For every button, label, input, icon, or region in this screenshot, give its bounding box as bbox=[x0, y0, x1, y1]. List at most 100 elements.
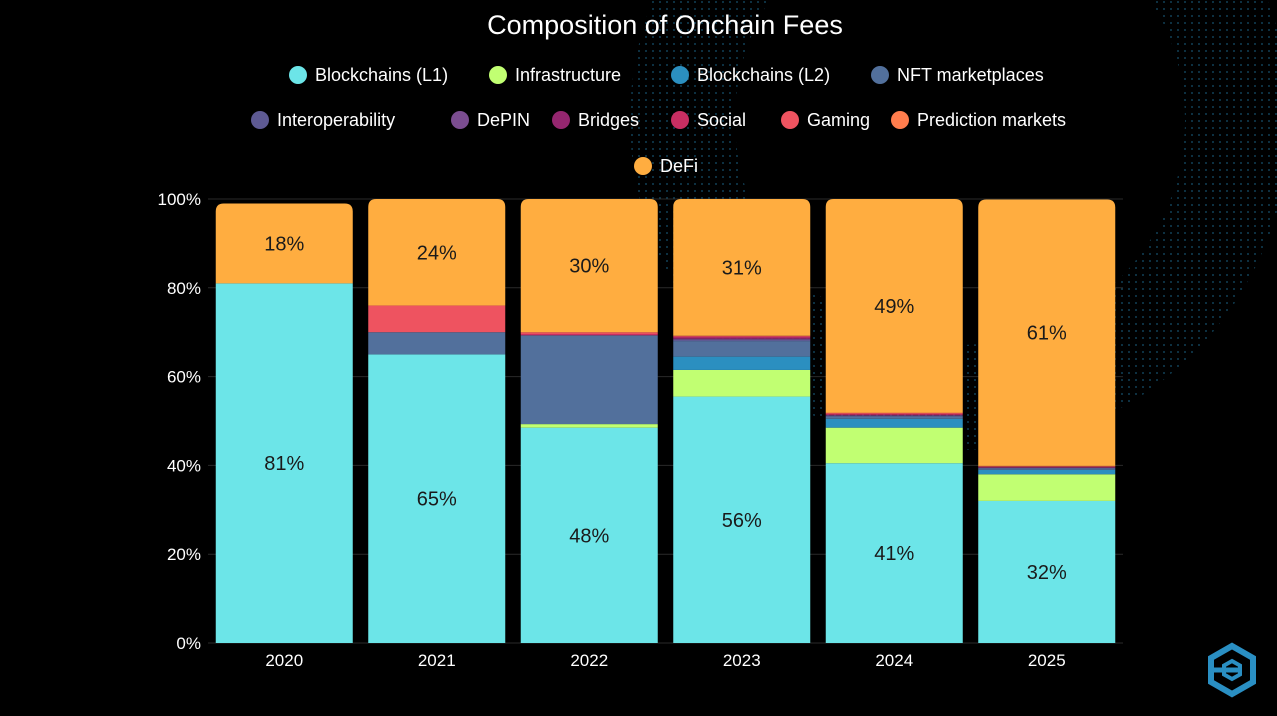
legend-item-gaming: Gaming bbox=[781, 110, 870, 130]
bar-stack-2021: 65% 24% bbox=[368, 199, 506, 643]
bar-segment-infrastructure bbox=[520, 424, 658, 428]
bar-segment-blockchains-l2 bbox=[673, 356, 811, 370]
legend-swatch bbox=[489, 66, 507, 84]
y-tick-label: 0% bbox=[176, 634, 201, 653]
y-tick-label: 40% bbox=[167, 456, 201, 475]
bar-segment-gaming bbox=[368, 305, 506, 333]
gridlines bbox=[208, 198, 1123, 644]
bar-segment-nft-marketplaces bbox=[368, 332, 506, 355]
legend-label: DePIN bbox=[477, 110, 530, 130]
bar-segment-blockchains-l1 bbox=[673, 396, 811, 643]
bar-segment-blockchains-l2 bbox=[978, 469, 1116, 475]
bar-stack-2024: 41% 49% bbox=[825, 199, 963, 643]
data-label: 32% bbox=[1027, 562, 1067, 584]
bar-segment-depin bbox=[673, 338, 811, 340]
legend: Blockchains (L1) Infrastructure Blockchain… bbox=[251, 65, 1066, 176]
legend-label: DeFi bbox=[660, 156, 698, 176]
data-label: 24% bbox=[417, 242, 457, 264]
bar-segment-infrastructure bbox=[825, 427, 963, 464]
bar-segment-blockchains-l1 bbox=[520, 427, 658, 643]
legend-item-blockchains-l1: Blockchains (L1) bbox=[289, 65, 448, 85]
hexagon-logo-icon bbox=[1208, 642, 1256, 698]
legend-item-bridges: Bridges bbox=[552, 110, 639, 130]
y-tick-label: 20% bbox=[167, 545, 201, 564]
bar-segment-blockchains-l1 bbox=[215, 283, 353, 643]
x-tick-label: 2020 bbox=[265, 651, 303, 670]
bar-segment-blockchains-l1 bbox=[368, 354, 506, 643]
legend-item-interoperability: Interoperability bbox=[251, 110, 395, 130]
bar-segment-infrastructure bbox=[978, 474, 1116, 501]
x-tick-label: 2024 bbox=[875, 651, 913, 670]
y-tick-label: 60% bbox=[167, 368, 201, 387]
bar-segment-social bbox=[825, 413, 963, 415]
data-label: 61% bbox=[1027, 323, 1067, 345]
bar-segment-gaming bbox=[520, 332, 658, 334]
x-tick-label: 2025 bbox=[1028, 651, 1066, 670]
bar-stack-2022: 48% 30% bbox=[520, 199, 658, 643]
legend-swatch bbox=[634, 157, 652, 175]
bar-stack-2025: 32% 61% bbox=[978, 199, 1116, 643]
legend-item-depin: DePIN bbox=[451, 110, 530, 130]
x-tick-label: 2021 bbox=[418, 651, 456, 670]
bar-segment-defi bbox=[978, 199, 1116, 466]
bar-segment-infrastructure bbox=[673, 369, 811, 397]
data-label: 48% bbox=[569, 525, 609, 547]
bar-segment-blockchains-l2 bbox=[825, 418, 963, 428]
bar-segment-gaming bbox=[825, 413, 963, 414]
bar-segment-defi bbox=[215, 203, 353, 284]
legend-label: Interoperability bbox=[277, 110, 395, 130]
data-label: 41% bbox=[874, 543, 914, 565]
legend-swatch bbox=[871, 66, 889, 84]
legend-label: Blockchains (L2) bbox=[697, 65, 830, 85]
legend-swatch bbox=[891, 111, 909, 129]
bar-segment-nft-marketplaces bbox=[978, 468, 1116, 470]
legend-label: NFT marketplaces bbox=[897, 65, 1044, 85]
y-axis: 0% 20% 40% 60% 80% 100% bbox=[158, 190, 201, 653]
bar-segment-defi bbox=[673, 199, 811, 336]
legend-label: Social bbox=[697, 110, 746, 130]
chart-title: Composition of Onchain Fees bbox=[487, 10, 843, 40]
bar-segment-blockchains-l1 bbox=[978, 500, 1116, 643]
data-label: 81% bbox=[264, 453, 304, 475]
x-axis: 2020 2021 2022 2023 2024 2025 bbox=[265, 651, 1065, 670]
legend-item-infrastructure: Infrastructure bbox=[489, 65, 621, 85]
bar-stack-2023: 56% 31% bbox=[673, 199, 811, 643]
bar-segment-nft-marketplaces bbox=[825, 416, 963, 419]
bar-segment-gaming bbox=[673, 335, 811, 337]
y-tick-label: 80% bbox=[167, 279, 201, 298]
bar-stack-2020: 81% 18% bbox=[215, 203, 353, 643]
data-label: 49% bbox=[874, 296, 914, 318]
legend-item-social: Social bbox=[671, 110, 746, 130]
data-label: 18% bbox=[264, 233, 304, 255]
legend-label: Gaming bbox=[807, 110, 870, 130]
data-label: 56% bbox=[722, 510, 762, 532]
legend-swatch bbox=[251, 111, 269, 129]
data-label: 31% bbox=[722, 257, 762, 279]
bar-segment-interoperability bbox=[673, 339, 811, 342]
legend-swatch bbox=[781, 111, 799, 129]
legend-item-prediction-markets: Prediction markets bbox=[891, 110, 1066, 130]
legend-label: Blockchains (L1) bbox=[315, 65, 448, 85]
legend-swatch bbox=[289, 66, 307, 84]
bar-segment-social bbox=[673, 336, 811, 338]
bars: 81% 18% 65% 24% 48% 30% 56% 31% 41% 49% 32% 61% bbox=[215, 199, 1116, 643]
legend-label: Bridges bbox=[578, 110, 639, 130]
bar-segment-defi bbox=[368, 199, 506, 306]
bar-segment-defi bbox=[520, 199, 658, 333]
x-tick-label: 2022 bbox=[570, 651, 608, 670]
bar-segment-defi bbox=[825, 199, 963, 413]
bar-segment-nft-marketplaces bbox=[673, 341, 811, 357]
legend-label: Prediction markets bbox=[917, 110, 1066, 130]
bar-segment-blockchains-l1 bbox=[825, 463, 963, 643]
bar-segment-interoperability bbox=[825, 415, 963, 417]
x-tick-label: 2023 bbox=[723, 651, 761, 670]
legend-item-nft-marketplaces: NFT marketplaces bbox=[871, 65, 1044, 85]
bar-segment-nft-marketplaces bbox=[520, 335, 658, 425]
legend-item-blockchains-l2: Blockchains (L2) bbox=[671, 65, 830, 85]
legend-swatch bbox=[671, 66, 689, 84]
legend-swatch bbox=[671, 111, 689, 129]
legend-item-defi: DeFi bbox=[634, 156, 698, 176]
data-label: 65% bbox=[417, 489, 457, 511]
y-tick-label: 100% bbox=[158, 190, 201, 209]
